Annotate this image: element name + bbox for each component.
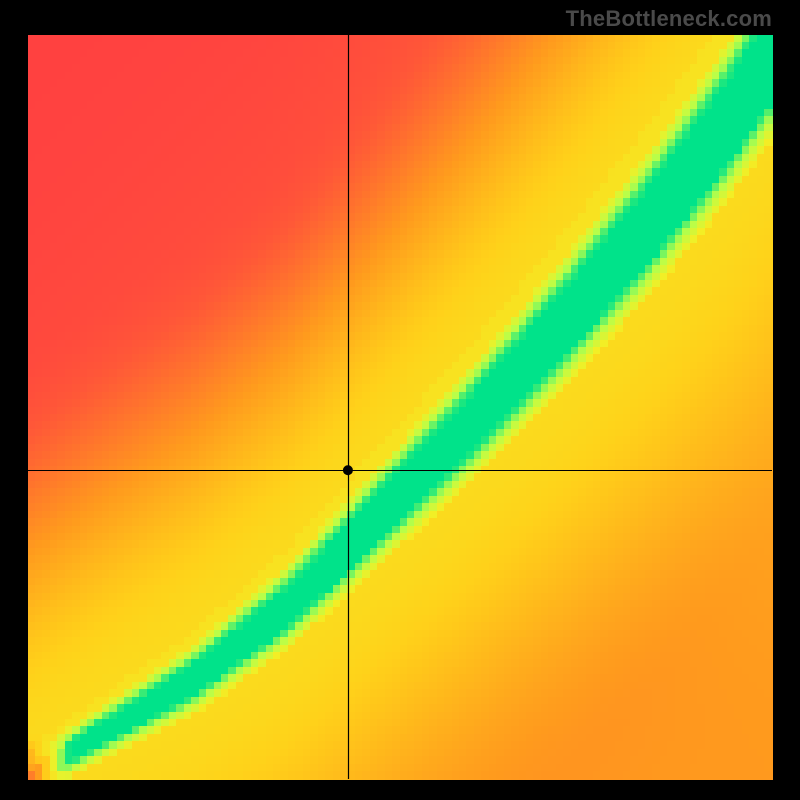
chart-container: TheBottleneck.com [0, 0, 800, 800]
watermark-text: TheBottleneck.com [566, 6, 772, 32]
heatmap-canvas [0, 0, 800, 800]
